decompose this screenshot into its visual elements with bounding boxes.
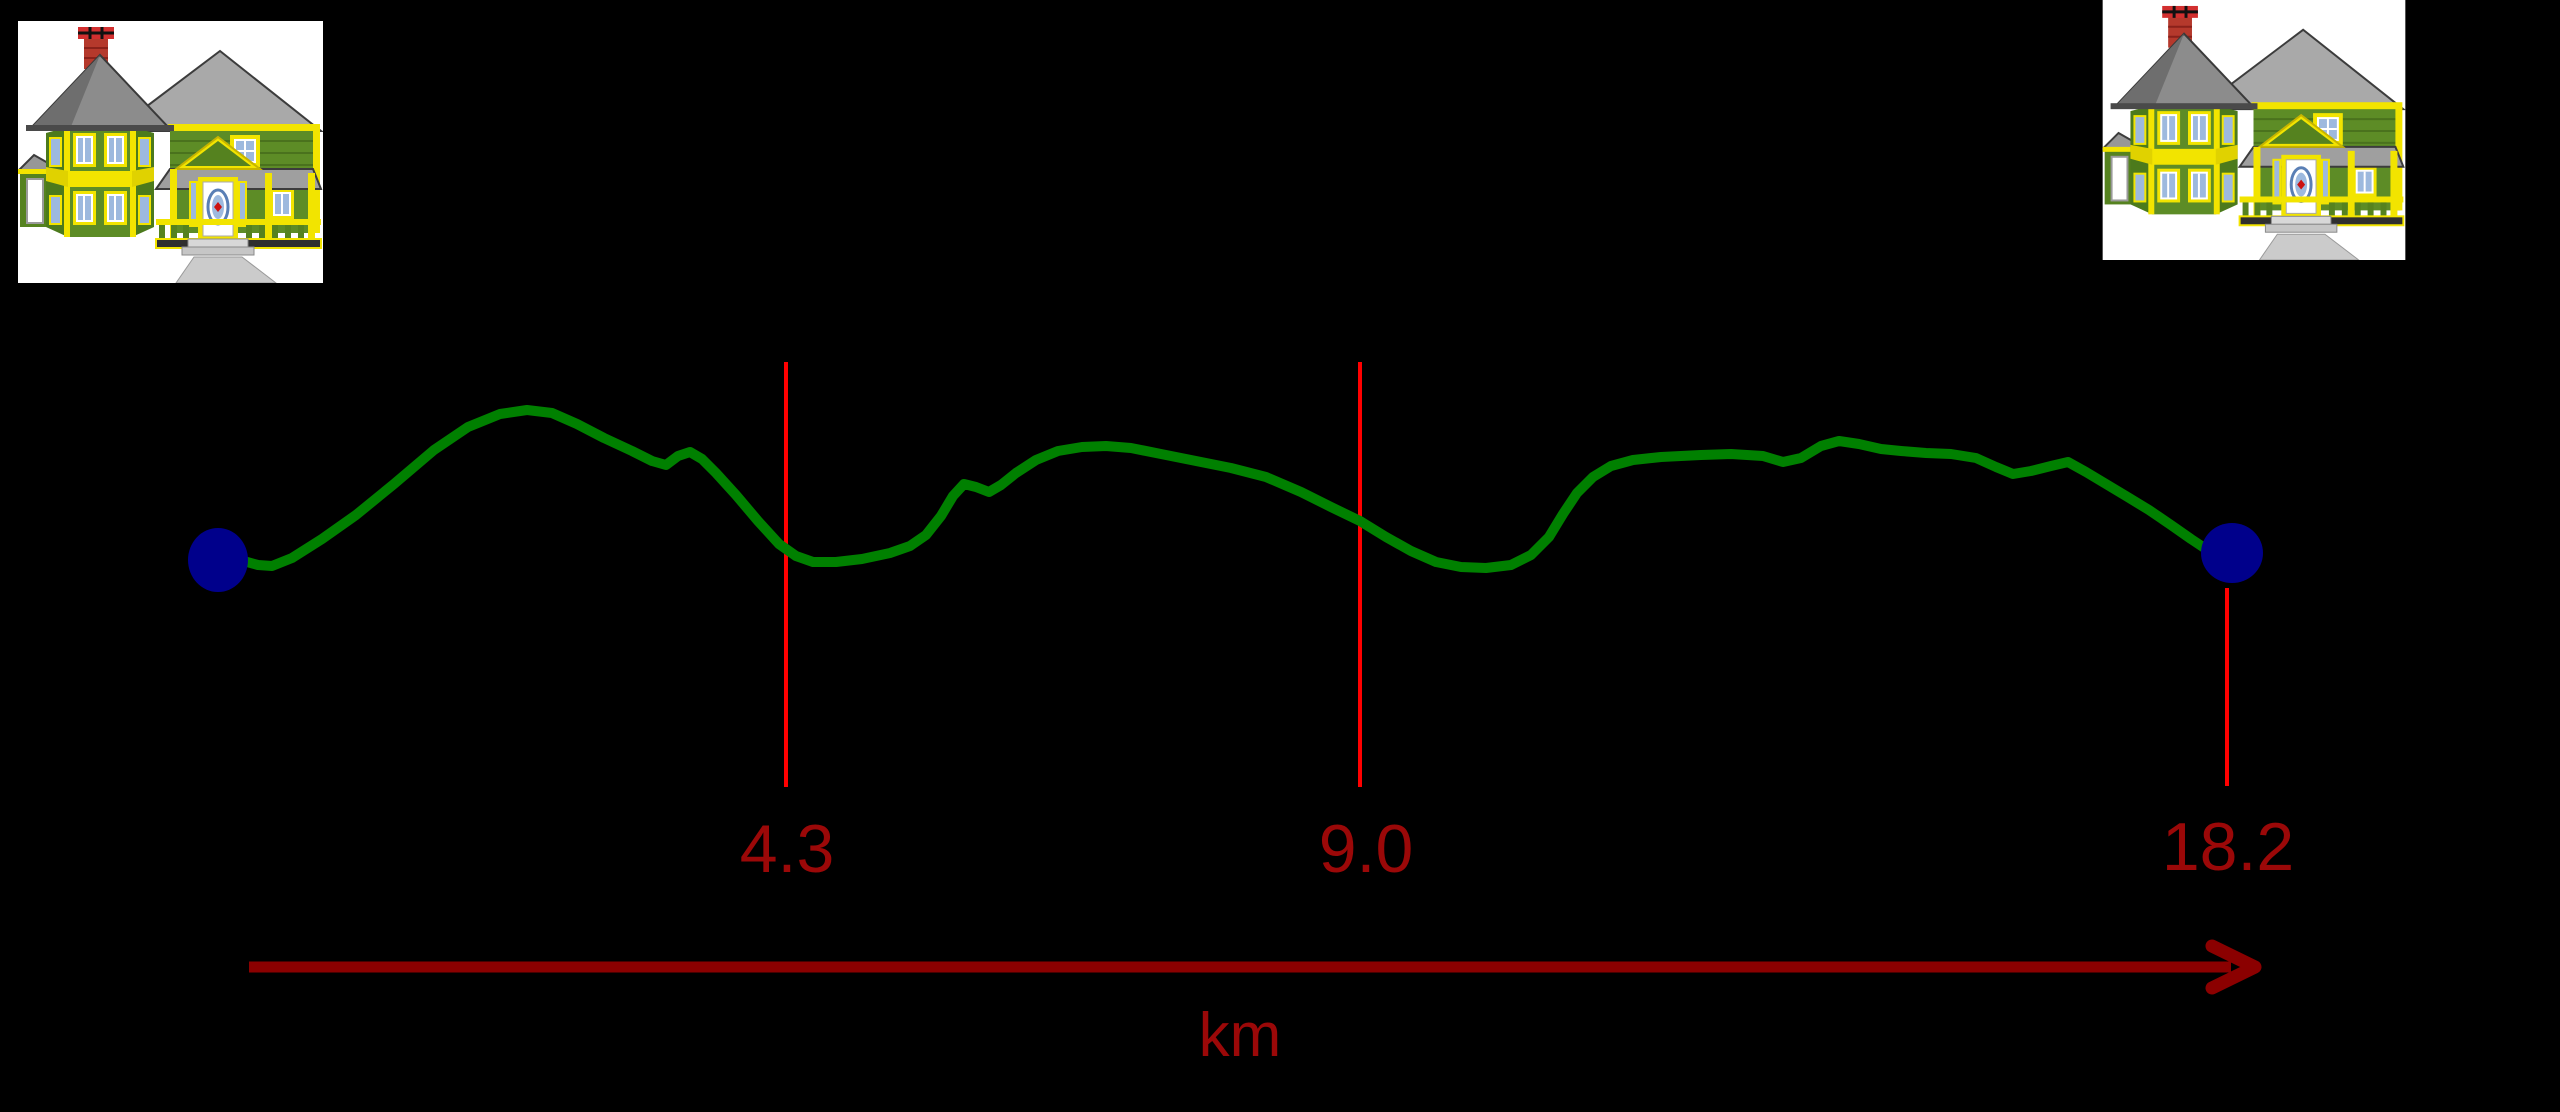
route-end-dot: [2201, 523, 2263, 583]
house-icon-left: [18, 21, 323, 283]
route-path: [235, 405, 2211, 573]
house-icon-right: [2102, 0, 2406, 260]
axis-unit-label: km: [1199, 1001, 1282, 1070]
marker-label-2: 18.2: [2162, 809, 2294, 885]
distance-axis: [249, 939, 2262, 995]
distance-arrow-head: [2205, 939, 2262, 995]
marker-label-1: 9.0: [1319, 811, 1414, 887]
marker-label-0: 4.3: [740, 811, 835, 887]
route-start-dot: [188, 528, 248, 592]
